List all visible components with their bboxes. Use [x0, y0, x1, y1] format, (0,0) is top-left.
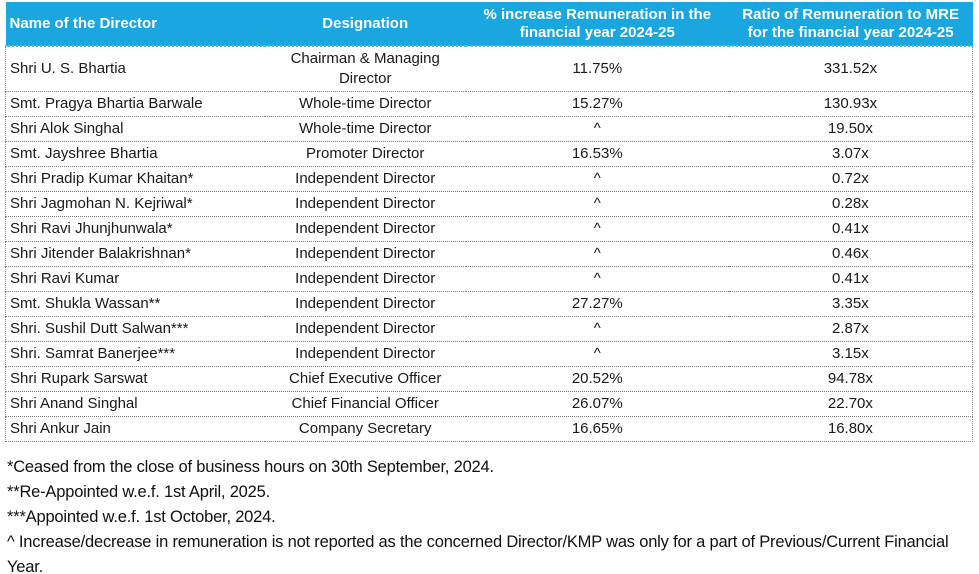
- director-name-cell: Shri. Sushil Dutt Salwan***: [4, 316, 265, 342]
- designation-cell: Independent Director: [264, 316, 466, 342]
- table-body: Shri U. S. Bhartia Chairman & Managing D…: [4, 46, 973, 442]
- footnote: ^ Increase/decrease in remuneration is n…: [7, 533, 949, 574]
- pct-increase-cell: 27.27%: [465, 291, 729, 317]
- director-name-cell: Shri U. S. Bhartia: [4, 46, 265, 92]
- table-row: Shri. Sushil Dutt Salwan*** Independent …: [4, 316, 973, 342]
- ratio-cell: 3.07x: [728, 141, 973, 167]
- pct-increase-cell: 26.07%: [465, 391, 729, 417]
- table-row: Smt. Jayshree Bhartia Promoter Director …: [4, 141, 973, 167]
- director-name-cell: Shri Rupark Sarswat: [4, 366, 265, 392]
- pct-increase-cell: 16.65%: [465, 416, 729, 442]
- designation-cell: Independent Director: [264, 291, 466, 317]
- table-row: Shri Rupark Sarswat Chief Executive Offi…: [4, 366, 973, 392]
- footnote: **Re-Appointed w.e.f. 1st April, 2025.: [7, 483, 270, 501]
- pct-increase-cell: 20.52%: [465, 366, 729, 392]
- director-name-cell: Smt. Jayshree Bhartia: [4, 141, 265, 167]
- designation-cell: Whole-time Director: [264, 116, 466, 142]
- director-name-cell: Shri. Samrat Banerjee***: [4, 341, 265, 367]
- ratio-cell: 0.28x: [728, 191, 973, 217]
- ratio-cell: 0.41x: [728, 216, 973, 242]
- ratio-cell: 22.70x: [728, 391, 973, 417]
- ratio-cell: 0.46x: [728, 241, 973, 267]
- ratio-cell: 3.35x: [728, 291, 973, 317]
- pct-increase-cell: ^: [465, 116, 729, 142]
- designation-cell: Whole-time Director: [264, 91, 466, 117]
- header-designation: Designation: [264, 2, 466, 47]
- director-name-cell: Shri Jitender Balakrishnan*: [4, 241, 265, 267]
- ratio-cell: 3.15x: [728, 341, 973, 367]
- table-header-row: Name of the Director Designation % incre…: [5, 2, 973, 47]
- pct-increase-cell: 15.27%: [465, 91, 729, 117]
- table-row: Shri Anand Singhal Chief Financial Offic…: [4, 391, 973, 417]
- ratio-cell: 0.41x: [728, 266, 973, 292]
- table-row: Shri Ravi Jhunjhunwala* Independent Dire…: [4, 216, 973, 242]
- table-row: Shri Alok Singhal Whole-time Director ^ …: [4, 116, 973, 142]
- designation-cell: Independent Director: [264, 166, 466, 192]
- footnote: ***Appointed w.e.f. 1st October, 2024.: [7, 508, 276, 526]
- designation-cell: Independent Director: [264, 216, 466, 242]
- designation-cell: Chief Financial Officer: [264, 391, 466, 417]
- table-row: Shri Jitender Balakrishnan* Independent …: [4, 241, 973, 267]
- table-row: Shri U. S. Bhartia Chairman & Managing D…: [4, 46, 973, 92]
- footnote: *Ceased from the close of business hours…: [7, 458, 494, 476]
- header-pct-increase-remuneration: % increase Remuneration in the financial…: [465, 2, 729, 47]
- pct-increase-cell: ^: [465, 316, 729, 342]
- table-row: Smt. Shukla Wassan** Independent Directo…: [4, 291, 973, 317]
- director-name-cell: Shri Alok Singhal: [4, 116, 265, 142]
- designation-cell: Independent Director: [264, 341, 466, 367]
- pct-increase-cell: ^: [465, 341, 729, 367]
- pct-increase-cell: ^: [465, 191, 729, 217]
- director-name-cell: Shri Jagmohan N. Kejriwal*: [4, 191, 265, 217]
- designation-cell: Company Secretary: [264, 416, 466, 442]
- director-name-cell: Shri Ravi Jhunjhunwala*: [4, 216, 265, 242]
- remuneration-table: Name of the Director Designation % incre…: [4, 2, 973, 442]
- pct-increase-cell: ^: [465, 216, 729, 242]
- designation-cell: Independent Director: [264, 241, 466, 267]
- designation-cell: Independent Director: [264, 191, 466, 217]
- designation-cell: Chairman & Managing Director: [264, 46, 466, 92]
- table-row: Shri Jagmohan N. Kejriwal* Independent D…: [4, 191, 973, 217]
- ratio-cell: 2.87x: [728, 316, 973, 342]
- director-name-cell: Shri Anand Singhal: [4, 391, 265, 417]
- director-name-cell: Smt. Pragya Bhartia Barwale: [4, 91, 265, 117]
- table-header: Name of the Director Designation % incre…: [5, 2, 973, 47]
- pct-increase-cell: 16.53%: [465, 141, 729, 167]
- ratio-cell: 130.93x: [728, 91, 973, 117]
- ratio-cell: 0.72x: [728, 166, 973, 192]
- director-name-cell: Shri Pradip Kumar Khaitan*: [4, 166, 265, 192]
- pct-increase-cell: ^: [465, 166, 729, 192]
- footnotes: *Ceased from the close of business hours…: [5, 455, 971, 574]
- table-row: Shri Ravi Kumar Independent Director ^ 0…: [4, 266, 973, 292]
- pct-increase-cell: ^: [465, 266, 729, 292]
- table-row: Shri Pradip Kumar Khaitan* Independent D…: [4, 166, 973, 192]
- table-row: Shri Ankur Jain Company Secretary 16.65%…: [4, 416, 973, 442]
- table-row: Shri. Samrat Banerjee*** Independent Dir…: [4, 341, 973, 367]
- ratio-cell: 16.80x: [728, 416, 973, 442]
- pct-increase-cell: 11.75%: [465, 46, 729, 92]
- ratio-cell: 331.52x: [728, 46, 973, 92]
- designation-cell: Chief Executive Officer: [264, 366, 466, 392]
- header-ratio-remuneration-mre: Ratio of Remuneration to MRE for the fin…: [728, 2, 973, 47]
- director-name-cell: Shri Ankur Jain: [4, 416, 265, 442]
- designation-cell: Independent Director: [264, 266, 466, 292]
- director-name-cell: Shri Ravi Kumar: [4, 266, 265, 292]
- designation-cell: Promoter Director: [264, 141, 466, 167]
- ratio-cell: 19.50x: [728, 116, 973, 142]
- director-name-cell: Smt. Shukla Wassan**: [4, 291, 265, 317]
- pct-increase-cell: ^: [465, 241, 729, 267]
- table-row: Smt. Pragya Bhartia Barwale Whole-time D…: [4, 91, 973, 117]
- ratio-cell: 94.78x: [728, 366, 973, 392]
- header-name-of-director: Name of the Director: [5, 2, 265, 47]
